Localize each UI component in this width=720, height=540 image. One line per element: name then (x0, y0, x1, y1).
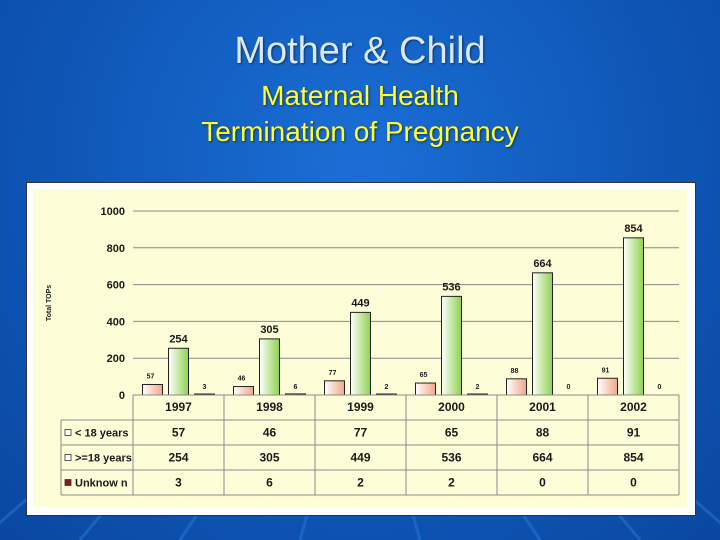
chart-area: 0 200 400 600 800 1000 Total TOPs 57 46 77 65 88 91 2… (33, 189, 687, 507)
table-cell: 0 (630, 476, 637, 490)
y-tick-label: 400 (107, 316, 125, 328)
data-label: 254 (169, 333, 188, 345)
table-cell: 2 (357, 476, 364, 490)
x-tick-label: 2002 (620, 400, 647, 414)
table-cell: 3 (175, 476, 182, 490)
x-tick-label: 2001 (529, 400, 556, 414)
y-tick-label: 600 (107, 280, 125, 292)
y-tick-label: 0 (119, 390, 125, 402)
data-label: 0 (658, 384, 662, 391)
bar-0-2002 (597, 377, 618, 396)
table-cell: 65 (445, 426, 459, 440)
x-tick-label: 2000 (438, 400, 465, 414)
table-cell: 449 (350, 451, 370, 465)
data-label: 854 (624, 223, 643, 235)
chart-frame: 0 200 400 600 800 1000 Total TOPs 57 46 77 65 88 91 2… (26, 182, 696, 516)
slide-subtitle-line2: Termination of Pregnancy (201, 116, 519, 147)
bar-1-2001 (532, 272, 553, 396)
data-label: 2 (476, 384, 480, 391)
table-cell: 6 (266, 476, 273, 490)
data-label: 3 (203, 384, 207, 391)
y-axis-label: Total TOPs (46, 285, 53, 321)
table-cell: 2 (448, 476, 455, 490)
table-cell: 0 (539, 476, 546, 490)
data-label: 57 (147, 374, 155, 381)
slide-title: Mother & Child (234, 30, 486, 72)
data-label: 2 (385, 384, 389, 391)
table-cell: 854 (623, 451, 643, 465)
bar-1-1998 (259, 338, 280, 396)
data-label: 91 (602, 367, 610, 374)
data-label: 0 (567, 384, 571, 391)
x-tick-label: 1998 (256, 400, 283, 414)
data-label: 449 (351, 297, 369, 309)
bar-0-2000 (415, 382, 436, 396)
bar-0-1999 (324, 380, 345, 396)
legend-swatch (64, 429, 72, 436)
slide-subtitle-line1: Maternal Health (261, 80, 459, 111)
table-cell: 88 (536, 426, 550, 440)
y-tick-label: 800 (107, 243, 125, 255)
data-label: 6 (294, 384, 298, 391)
legend-swatch (64, 454, 72, 461)
bar-1-2002 (623, 237, 644, 396)
table-cell: 254 (168, 451, 188, 465)
bar-1-1997 (168, 347, 189, 396)
data-label: 305 (260, 324, 278, 336)
table-cell: 536 (441, 451, 461, 465)
table-cell: 46 (263, 426, 277, 440)
x-tick-label: 1999 (347, 400, 374, 414)
table-cell: 91 (627, 426, 641, 440)
bar-0-2001 (506, 378, 527, 396)
table-cell: 305 (259, 451, 279, 465)
bar-1-2000 (441, 295, 462, 396)
y-tick-label: 200 (107, 353, 125, 365)
bar-0-1998 (233, 386, 254, 396)
legend-swatch (64, 479, 72, 486)
legend-label: < 18 years (75, 428, 129, 440)
data-label: 65 (420, 372, 428, 379)
table-cell: 664 (532, 451, 552, 465)
data-label: 88 (511, 368, 519, 375)
y-tick-label: 1000 (101, 206, 125, 218)
data-label: 77 (329, 370, 337, 377)
data-label: 664 (533, 258, 552, 270)
x-tick-label: 1997 (165, 400, 192, 414)
data-label: 46 (238, 376, 246, 383)
data-label: 536 (442, 281, 460, 293)
table-cell: 77 (354, 426, 368, 440)
bar-1-1999 (350, 311, 371, 396)
bar-0-1997 (142, 384, 163, 396)
legend-label: >=18 years (75, 453, 132, 465)
table-cell: 57 (172, 426, 186, 440)
legend-label: Unknow n (75, 478, 128, 490)
